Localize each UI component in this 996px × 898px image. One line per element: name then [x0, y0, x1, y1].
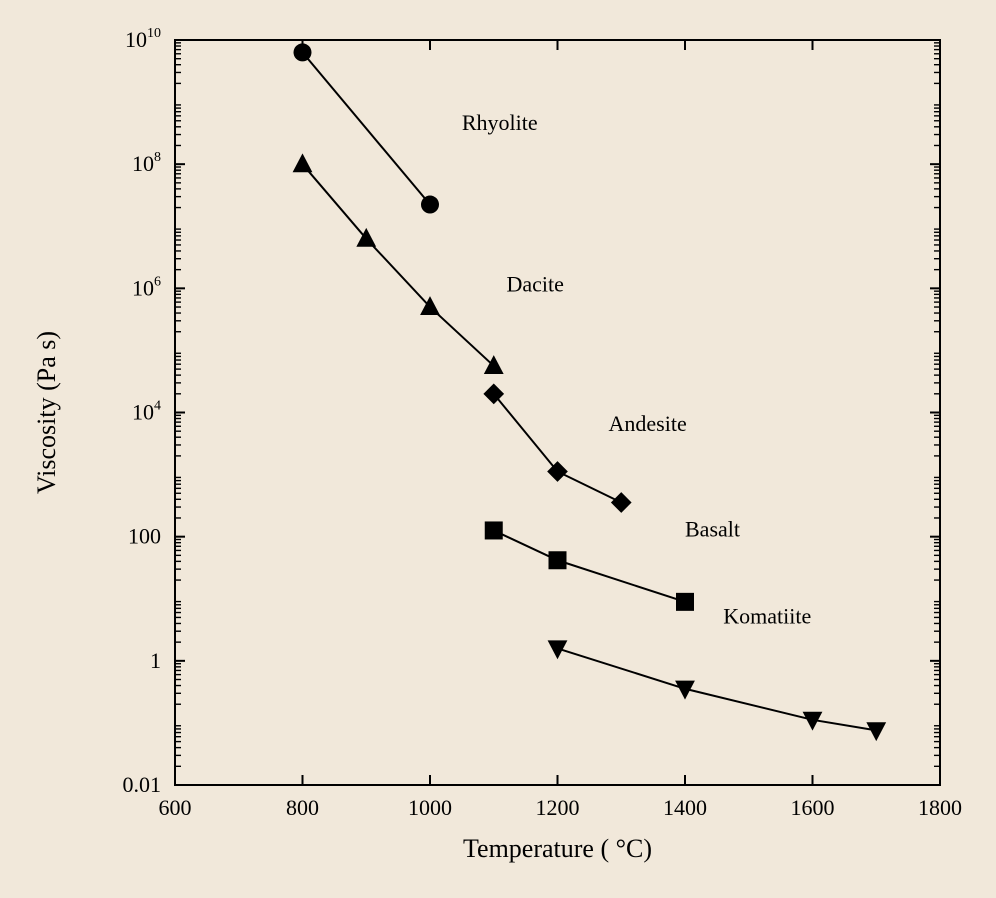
series-label: Dacite: [507, 271, 564, 296]
series-label: Basalt: [685, 517, 740, 542]
series-label: Komatiite: [723, 604, 811, 629]
x-tick-label: 1400: [663, 795, 707, 820]
y-tick-label: 1: [150, 648, 161, 673]
x-tick-label: 1800: [918, 795, 962, 820]
series-label: Andesite: [609, 411, 687, 436]
x-tick-label: 800: [286, 795, 319, 820]
series-label: Rhyolite: [462, 110, 538, 135]
x-tick-label: 1600: [791, 795, 835, 820]
chart-container: 600800100012001400160018000.011100104106…: [0, 0, 996, 898]
y-axis-label: Viscosity (Pa s): [32, 331, 61, 494]
viscosity-chart: 600800100012001400160018000.011100104106…: [0, 0, 996, 898]
x-tick-label: 1000: [408, 795, 452, 820]
x-tick-label: 600: [159, 795, 192, 820]
x-axis-label: Temperature ( °C): [463, 834, 652, 863]
x-tick-label: 1200: [536, 795, 580, 820]
y-tick-label: 0.01: [123, 772, 162, 797]
y-tick-label: 100: [128, 524, 161, 549]
